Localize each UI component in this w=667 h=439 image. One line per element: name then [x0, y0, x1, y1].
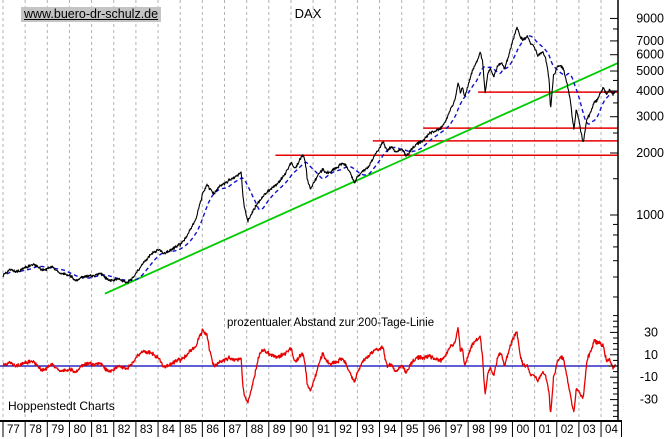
svg-text:95: 95: [406, 424, 419, 436]
svg-text:7000: 7000: [636, 34, 664, 48]
svg-text:78: 78: [29, 424, 42, 436]
svg-text:4000: 4000: [636, 84, 664, 98]
svg-text:80: 80: [73, 424, 86, 436]
svg-text:9000: 9000: [636, 11, 664, 25]
svg-text:96: 96: [428, 424, 441, 436]
svg-text:04: 04: [605, 424, 618, 436]
svg-text:03: 03: [583, 424, 596, 436]
svg-text:86: 86: [206, 424, 219, 436]
svg-text:82: 82: [118, 424, 131, 436]
chart-title: DAX: [294, 6, 322, 21]
svg-text:02: 02: [561, 424, 574, 436]
svg-text:-30: -30: [640, 393, 658, 407]
svg-text:-10: -10: [640, 370, 658, 384]
svg-text:77: 77: [7, 424, 20, 436]
indicator-series: [2, 326, 616, 413]
svg-text:84: 84: [162, 424, 175, 436]
svg-text:92: 92: [339, 424, 352, 436]
svg-text:91: 91: [317, 424, 330, 436]
svg-text:83: 83: [140, 424, 153, 436]
svg-text:98: 98: [472, 424, 485, 436]
watermark-link[interactable]: www.buero-dr-schulz.de: [21, 7, 162, 22]
trend-line: [104, 62, 619, 295]
svg-text:87: 87: [229, 424, 242, 436]
svg-text:2000: 2000: [636, 146, 664, 160]
bottom-axis: 77 78 79 80 81 82 83 84 85 86 87 88 89 90 91 92 93 94 95 96…: [0, 420, 622, 437]
svg-text:10: 10: [644, 348, 658, 362]
year-gridlines: [2, 0, 602, 420]
svg-text:90: 90: [295, 424, 308, 436]
resistance-lines: [275, 91, 618, 157]
svg-text:00: 00: [516, 424, 529, 436]
svg-text:5000: 5000: [636, 64, 664, 78]
svg-text:30: 30: [644, 325, 658, 339]
moving-average-series: [6, 35, 616, 282]
svg-text:89: 89: [273, 424, 286, 436]
svg-text:99: 99: [494, 424, 507, 436]
provider-credit: Hoppenstedt Charts: [8, 399, 115, 413]
svg-text:1000: 1000: [636, 208, 664, 222]
svg-text:85: 85: [184, 424, 197, 436]
price-series: [2, 26, 616, 284]
svg-text:93: 93: [361, 424, 374, 436]
svg-text:81: 81: [96, 424, 109, 436]
indicator-panel-label: prozentualer Abstand zur 200-Tage-Linie: [227, 317, 435, 329]
svg-text:6000: 6000: [636, 48, 664, 62]
svg-text:88: 88: [251, 424, 264, 436]
svg-text:94: 94: [384, 424, 397, 436]
svg-text:97: 97: [450, 424, 463, 436]
svg-text:3000: 3000: [636, 110, 664, 124]
svg-text:79: 79: [51, 424, 64, 436]
svg-text:01: 01: [539, 424, 552, 436]
